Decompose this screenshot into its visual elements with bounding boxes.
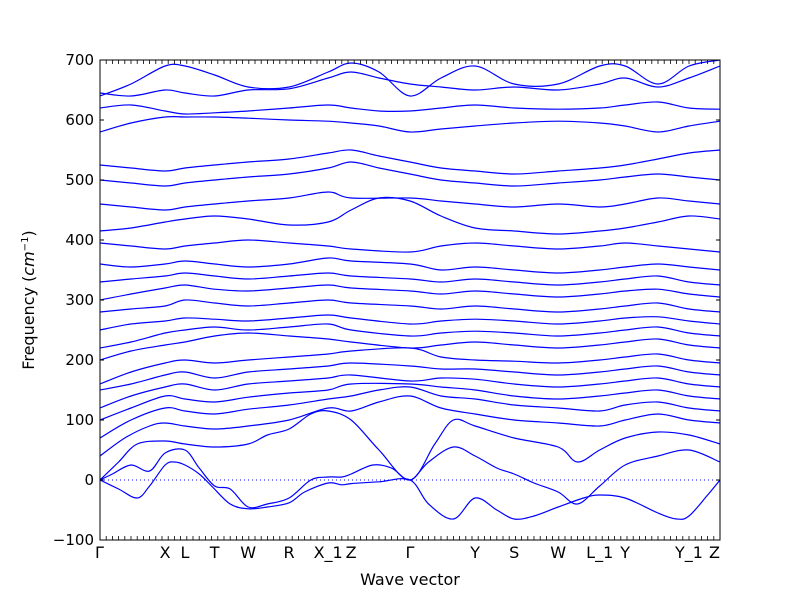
- high-symmetry-label: Γ: [406, 543, 415, 562]
- band-line-13: [100, 299, 720, 313]
- band-line-6: [100, 382, 720, 421]
- band-series-group: [100, 60, 720, 520]
- band-line-17: [100, 239, 720, 253]
- high-symmetry-label: T: [209, 543, 220, 562]
- high-symmetry-label: W: [240, 543, 256, 562]
- band-line-21: [100, 149, 720, 175]
- band-line-25: [100, 65, 720, 97]
- high-symmetry-label: Γ: [95, 543, 104, 562]
- band-line-19: [100, 191, 720, 211]
- high-symmetry-label: S: [509, 543, 519, 562]
- y-axis-label-unit: cm: [19, 251, 38, 275]
- band-line-24: [100, 60, 720, 97]
- band-line-2: [100, 446, 720, 509]
- band-line-8: [100, 362, 720, 391]
- y-axis-label-exponent: −1: [20, 237, 31, 252]
- high-symmetry-label: Y: [619, 543, 630, 562]
- y-tick-label: 500: [65, 171, 94, 189]
- band-line-4: [100, 395, 720, 457]
- band-line-3: [100, 410, 720, 481]
- y-axis-label-main: Frequency (: [19, 276, 38, 370]
- x-tick-group: Γ X L T W R X_1 Z Γ Y S W L_1 Y Y_1 Z: [95, 60, 721, 563]
- band-line-18: [100, 196, 720, 235]
- band-line-23: [100, 101, 720, 115]
- high-symmetry-label: Y: [469, 543, 480, 562]
- high-symmetry-label: W: [550, 543, 566, 562]
- high-symmetry-label: Z: [709, 543, 720, 562]
- y-axis-label: Frequency (cm−1): [19, 230, 38, 369]
- band-line-12: [100, 314, 720, 331]
- y-tick-label: 0: [84, 471, 94, 489]
- band-line-20: [100, 161, 720, 187]
- y-tick-label: 700: [65, 51, 94, 69]
- y-axis-label-close: ): [19, 230, 38, 236]
- band-line-1: [100, 461, 720, 520]
- x-axis-label: Wave vector: [360, 570, 460, 589]
- high-symmetry-label: L_1: [586, 543, 613, 563]
- band-line-14: [100, 284, 720, 301]
- y-tick-label: 300: [65, 291, 94, 309]
- y-tick-label: 200: [65, 351, 94, 369]
- high-symmetry-label: R: [284, 543, 295, 562]
- y-tick-group: −100 0 100 200 300 400 500 600 700: [53, 51, 720, 549]
- y-tick-label: 600: [65, 111, 94, 129]
- high-symmetry-label: X: [160, 543, 171, 562]
- band-line-10: [100, 332, 720, 361]
- high-symmetry-label: Z: [346, 543, 357, 562]
- band-line-22: [100, 115, 720, 133]
- band-line-5: [100, 386, 720, 439]
- high-symmetry-label: Y_1: [674, 543, 703, 563]
- band-line-15: [100, 272, 720, 286]
- high-symmetry-label: X_1: [314, 543, 343, 563]
- band-line-7: [100, 374, 720, 409]
- y-tick-label: −100: [53, 531, 94, 549]
- y-tick-label: 100: [65, 411, 94, 429]
- band-line-11: [100, 323, 720, 349]
- y-tick-label: 400: [65, 231, 94, 249]
- band-line-16: [100, 257, 720, 274]
- high-symmetry-label: L: [180, 543, 189, 562]
